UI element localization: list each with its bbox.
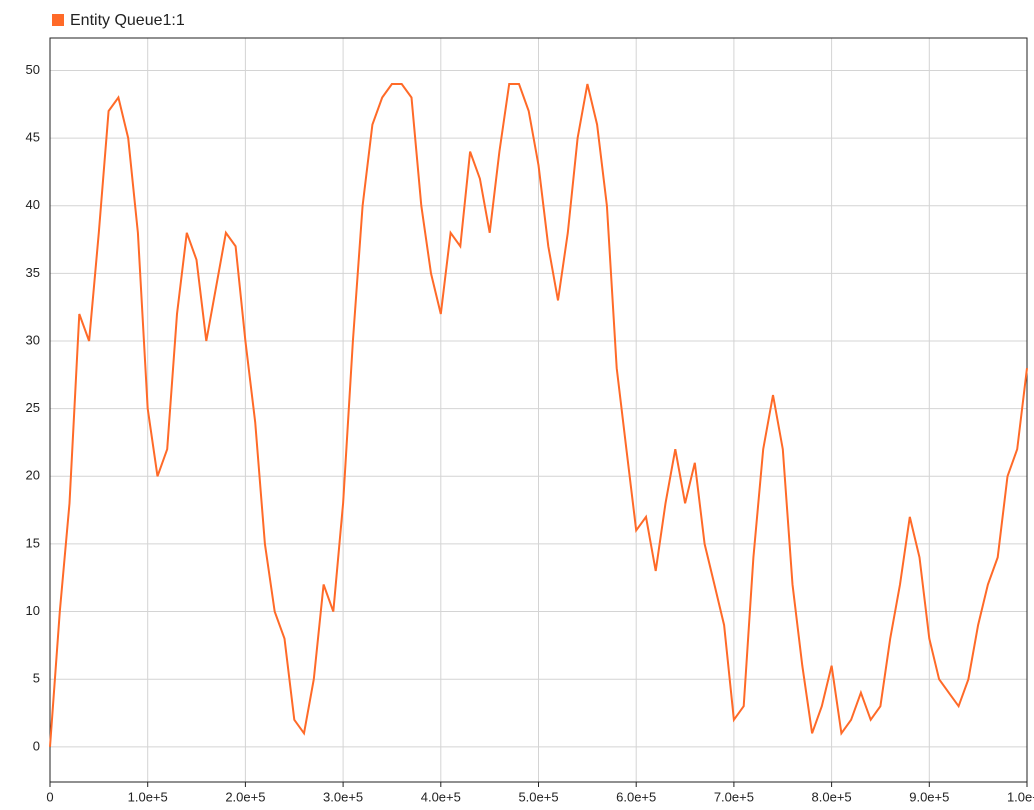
data-line <box>49 83 1028 747</box>
y-tick-label: 35 <box>26 265 40 280</box>
x-tick-label: 8.0e+5 <box>812 789 852 804</box>
x-tick-label: 1.0e+5 <box>128 789 168 804</box>
y-tick-label: 30 <box>26 332 40 347</box>
y-tick-label: 40 <box>26 197 40 212</box>
y-tick-label: 5 <box>33 671 40 686</box>
x-tick-label: 4.0e+5 <box>421 789 461 804</box>
x-tick-label: 0 <box>46 789 53 804</box>
plot-frame <box>49 37 1028 783</box>
x-tick-label: 1.0e+6 <box>1007 789 1034 804</box>
x-tick-label: 5.0e+5 <box>518 789 558 804</box>
y-tick-label: 20 <box>26 468 40 483</box>
x-tick-label: 3.0e+5 <box>323 789 363 804</box>
y-tick-label: 10 <box>26 603 40 618</box>
x-tick-label: 9.0e+5 <box>909 789 949 804</box>
y-tick-label: 0 <box>33 738 40 753</box>
legend-label: Entity Queue1:1 <box>70 12 185 29</box>
legend-swatch <box>52 14 64 26</box>
x-tick-label: 7.0e+5 <box>714 789 754 804</box>
y-tick-label: 45 <box>26 130 40 145</box>
x-tick-label: 6.0e+5 <box>616 789 656 804</box>
x-tick-label: 2.0e+5 <box>225 789 265 804</box>
y-tick-label: 25 <box>26 400 40 415</box>
y-tick-label: 15 <box>26 535 40 550</box>
y-tick-label: 50 <box>26 62 40 77</box>
